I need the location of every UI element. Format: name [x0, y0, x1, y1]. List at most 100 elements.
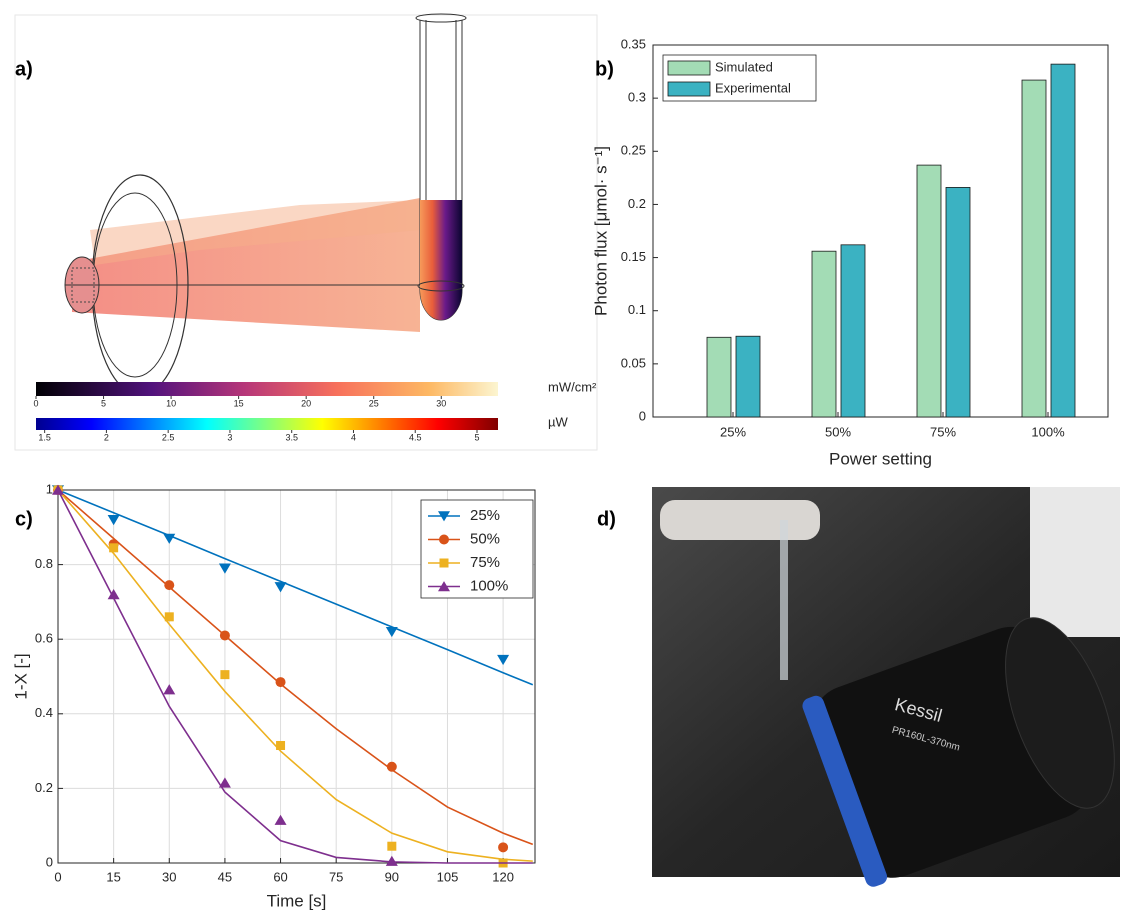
x-axis-title: Power setting — [829, 449, 932, 468]
colorbar-tick-label: 20 — [301, 398, 311, 408]
panel-label: c) — [15, 508, 33, 530]
data-point — [163, 684, 176, 695]
liquid-level — [417, 280, 465, 292]
data-point — [107, 589, 120, 600]
colorbar-tick-label: 30 — [436, 398, 446, 408]
y-axis-title: Photon flux [μmol· s⁻¹] — [591, 146, 610, 316]
x-tick-label: 75 — [329, 869, 343, 884]
data-point — [164, 580, 175, 591]
data-point — [107, 515, 120, 526]
fit-line — [57, 489, 534, 846]
x-axis-title: Time [s] — [267, 891, 327, 910]
clamp — [660, 500, 820, 540]
x-tick-label: 15 — [106, 869, 120, 884]
y-tick-label: 0.1 — [628, 302, 646, 317]
legend-marker — [439, 558, 449, 568]
bar — [735, 335, 761, 418]
data-point — [276, 741, 286, 751]
panel-label: b) — [595, 58, 614, 80]
colorbar-tick-label: 5 — [101, 398, 106, 408]
y-tick-label: 0.2 — [628, 196, 646, 211]
bar — [1021, 79, 1047, 418]
y-tick-label: 1 — [46, 481, 53, 496]
data-point — [219, 630, 230, 641]
data-point — [498, 842, 509, 853]
y-tick-label: 0.3 — [628, 90, 646, 105]
legend-label: 25% — [470, 507, 500, 524]
legend-label: 50% — [470, 530, 500, 547]
axes-box — [57, 489, 536, 864]
x-tick-label: 50% — [825, 424, 851, 439]
legend-label: Simulated — [715, 59, 773, 74]
colorbar-tick-label: 3.5 — [285, 432, 298, 442]
legend-label: Experimental — [715, 80, 791, 95]
data-point — [274, 814, 287, 825]
legend-marker — [438, 581, 450, 592]
tube-top — [415, 13, 467, 23]
y-tick-label: 0.4 — [35, 705, 53, 720]
wall — [1030, 487, 1120, 637]
colorbar-tick-label: 4.5 — [409, 432, 422, 442]
legend-label: 100% — [470, 577, 508, 594]
data-point — [218, 777, 231, 788]
legend-marker — [439, 534, 449, 545]
simulation-render: mW/cm² µW — [14, 13, 598, 451]
x-tick-label: 100% — [1031, 424, 1065, 439]
data-point — [385, 626, 398, 638]
x-tick-label: 60 — [273, 869, 287, 884]
colorbar — [36, 382, 498, 396]
ray-highlight — [90, 200, 420, 265]
bar — [811, 250, 837, 418]
data-point — [387, 841, 397, 851]
colorbar-tick-label: 1.5 — [38, 432, 51, 442]
data-point — [164, 612, 174, 622]
bar — [840, 244, 866, 418]
colorbar-tick-label: 2.5 — [162, 432, 175, 442]
data-point — [385, 855, 398, 866]
fit-line — [57, 489, 533, 864]
legend-label: 75% — [470, 554, 500, 571]
y-tick-label: 0 — [639, 408, 646, 423]
colorbar-tick-label: 25 — [369, 398, 379, 408]
y-tick-label: 0.8 — [35, 556, 53, 571]
data-point — [220, 670, 230, 680]
bar — [945, 187, 971, 418]
y-tick-label: 0.25 — [621, 143, 646, 158]
colorbar-unit: mW/cm² — [548, 379, 597, 394]
x-tick-label: 75% — [930, 424, 956, 439]
y-tick-label: 0 — [46, 854, 53, 869]
colorbar-tick-label: 15 — [234, 398, 244, 408]
bar — [706, 336, 732, 418]
colorbar — [36, 418, 498, 430]
y-tick-label: 0.05 — [621, 355, 646, 370]
data-point — [218, 563, 231, 574]
x-tick-label: 90 — [385, 869, 399, 884]
data-point — [386, 761, 397, 772]
x-tick-label: 0 — [54, 869, 61, 884]
bar — [916, 164, 942, 418]
x-tick-label: 45 — [218, 869, 232, 884]
vial — [780, 520, 788, 680]
lamp-face — [1005, 617, 1115, 809]
photo: Kessil PR160L-370nm — [652, 487, 1120, 887]
bar — [1050, 63, 1076, 418]
colorbar-tick-label: 0 — [33, 398, 38, 408]
colorbar-tick-label: 3 — [227, 432, 232, 442]
colorbar-unit: µW — [548, 414, 568, 429]
y-axis-title: 1-X [-] — [11, 653, 30, 699]
y-tick-label: 0.6 — [35, 631, 53, 646]
data-point — [163, 533, 176, 544]
fit-line — [57, 489, 533, 862]
data-point — [52, 484, 64, 495]
data-point — [274, 582, 287, 593]
legend-swatch — [667, 60, 711, 76]
data-point — [109, 543, 119, 553]
y-tick-label: 0.15 — [621, 249, 646, 264]
lamp-ring — [802, 695, 888, 887]
x-tick-label: 30 — [162, 869, 176, 884]
plot-area — [652, 44, 1109, 418]
y-tick-label: 0.35 — [621, 36, 646, 51]
colorbar-tick-label: 2 — [104, 432, 109, 442]
x-tick-label: 25% — [720, 424, 746, 439]
